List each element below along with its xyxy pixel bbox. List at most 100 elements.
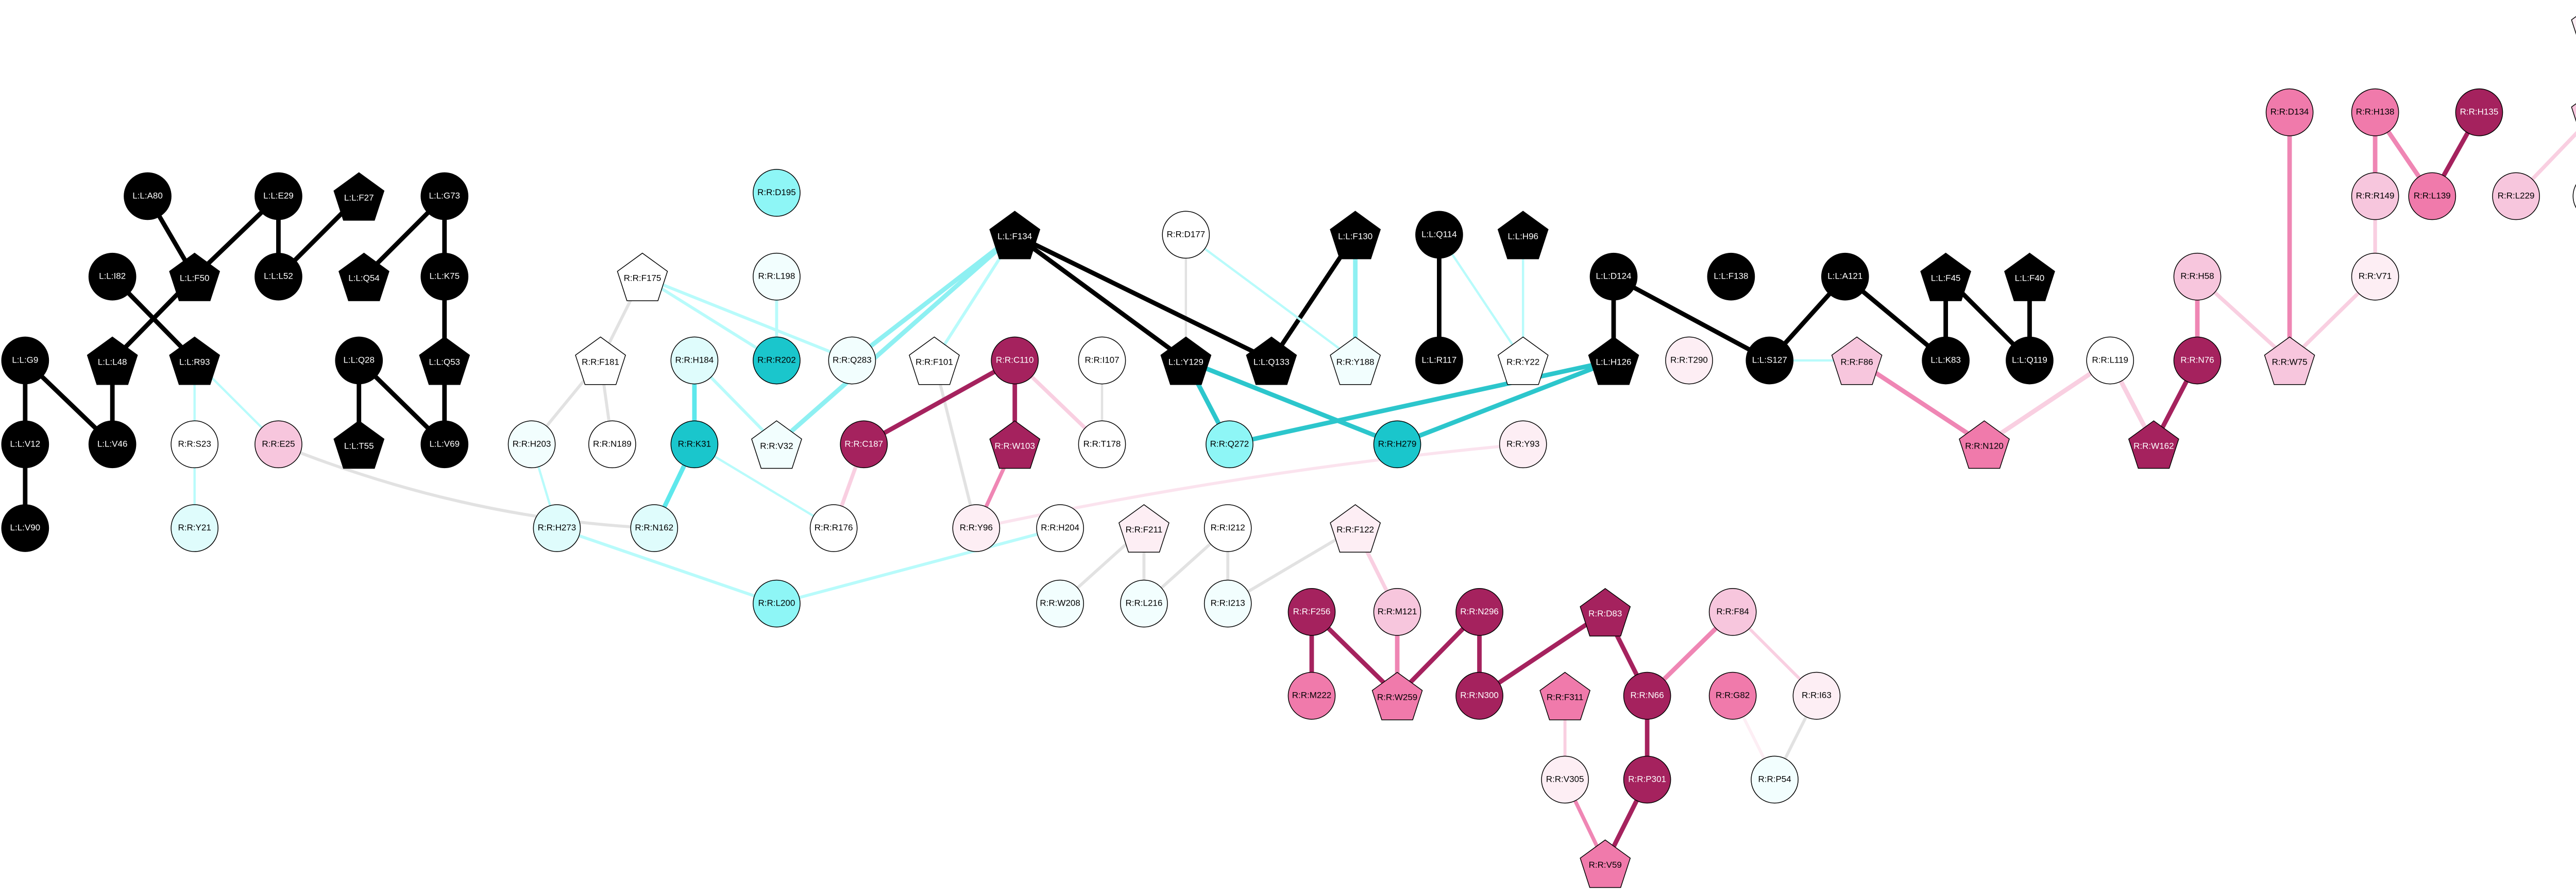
node [124,172,172,220]
edge [1438,233,1524,362]
node [1036,504,1084,552]
node [1036,579,1084,628]
node-label: L:L:Q53 [429,357,461,367]
node [1707,252,1755,301]
node [335,336,383,385]
node-label: R:R:I107 [1084,355,1119,365]
node [751,420,802,469]
node-label: R:R:R202 [757,355,796,365]
node [87,336,138,385]
node [1,336,49,385]
node [2492,172,2540,220]
node-label: R:R:F181 [582,357,619,367]
node-label: L:L:F45 [1931,273,1961,283]
node-label: L:L:Q28 [343,355,375,365]
node-label: R:R:W75 [2272,357,2308,367]
node-label: R:R:L200 [758,598,795,608]
node-label: R:R:W103 [995,441,1035,451]
node [1708,672,1757,720]
node [2173,336,2222,385]
node [1665,336,1713,385]
node-label: R:R:K31 [678,439,711,449]
node [1415,211,1463,259]
node-label: L:L:F27 [344,193,374,202]
node-label: L:L:I82 [99,271,126,281]
edge [555,526,778,605]
node [1287,672,1336,720]
node [1920,252,1972,301]
node-label: L:L:Y129 [1168,357,1204,367]
node [333,420,385,469]
node [1623,755,1671,804]
node-label: L:L:K83 [1930,355,1961,365]
node-label: R:R:F86 [1840,357,1873,367]
node-label: R:R:Y22 [1506,357,1539,367]
node-label: R:R:V71 [2359,271,2392,281]
node-label: R:R:F211 [1126,525,1163,535]
node [420,252,469,301]
node-label: R:R:N162 [635,523,673,532]
edges [23,110,2576,866]
edge [1982,358,2113,447]
node-label: L:L:V46 [97,439,128,449]
node [2265,88,2314,136]
edge [933,359,978,530]
node [1078,336,1126,385]
node [1330,336,1381,385]
edge [1226,526,1357,605]
node [1246,336,1297,385]
node-label: L:L:E29 [263,191,294,200]
edge [1227,358,1616,447]
node-label: L:L:F138 [1714,271,1748,281]
node [991,336,1039,385]
node-label: R:R:V59 [1589,860,1622,870]
node [88,420,137,469]
node-label: R:R:M222 [1292,691,1332,700]
node-label: R:R:P54 [1758,774,1791,784]
node [1580,588,1631,636]
edge [641,275,778,362]
node [1831,336,1883,385]
node [1497,336,1549,385]
node-label: L:L:H126 [1596,357,1632,367]
node [1204,579,1252,628]
node [989,420,1041,469]
node [1162,211,1210,259]
node [1204,504,1252,552]
node [1539,672,1591,720]
node [507,420,556,469]
node [2571,103,2576,122]
node-label: R:R:N296 [1460,607,1499,616]
edge [1012,232,1189,363]
node [255,172,302,220]
node-label: R:R:N300 [1460,691,1499,700]
node-label: L:L:Q114 [1421,229,1457,239]
edge [1012,232,1274,363]
node [753,169,801,217]
node [1287,588,1336,636]
node-label: R:R:F101 [916,357,953,367]
node [1415,336,1463,385]
node [420,420,469,469]
edge [1854,358,1987,447]
edge [775,526,1062,605]
node-label: R:R:W162 [2133,441,2174,451]
node-label: L:L:V90 [10,523,41,532]
node [1078,420,1126,469]
node [1792,672,1841,720]
edge [278,443,654,530]
node-label: L:L:L52 [264,271,293,281]
node-label: L:L:A121 [1827,271,1862,281]
node-label: R:R:Y188 [1336,357,1375,367]
node [828,336,876,385]
node-label: R:R:F256 [1293,607,1331,616]
node-label: R:R:N120 [1965,441,2004,451]
node-label: L:L:F50 [180,273,210,283]
node [2572,184,2576,209]
node-label: R:R:N76 [2180,355,2214,365]
node-label: R:R:L216 [1126,598,1163,608]
node [753,252,801,301]
node-label: R:R:D83 [1588,609,1622,618]
node [88,252,137,301]
node-label: R:R:L139 [2414,191,2451,200]
